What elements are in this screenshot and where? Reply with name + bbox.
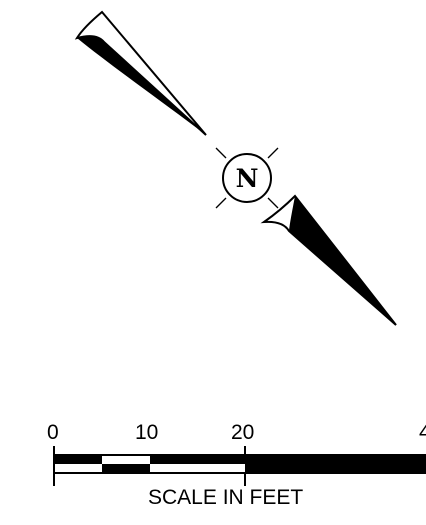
north-arrow-icon: N bbox=[74, 10, 397, 326]
scale-segment bbox=[54, 455, 102, 464]
scale-segment bbox=[245, 464, 426, 473]
scale-segment bbox=[150, 455, 245, 464]
north-arrow-lower-needle bbox=[260, 194, 397, 326]
north-arrow-upper-needle bbox=[74, 10, 207, 136]
scale-bar-title: SCALE IN FEET bbox=[148, 486, 304, 509]
scale-tick-label: 0 bbox=[47, 421, 59, 444]
compass-ticks bbox=[215, 147, 279, 209]
scale-segment bbox=[245, 455, 426, 464]
north-letter: N bbox=[236, 164, 259, 193]
scale-tick-label: 40 bbox=[419, 421, 426, 444]
scale-tick-label: 20 bbox=[231, 421, 255, 444]
scale-segment bbox=[102, 464, 150, 473]
scale-tick-label: 10 bbox=[135, 421, 159, 444]
compass-circle bbox=[222, 153, 272, 203]
scale-bar bbox=[53, 446, 426, 486]
